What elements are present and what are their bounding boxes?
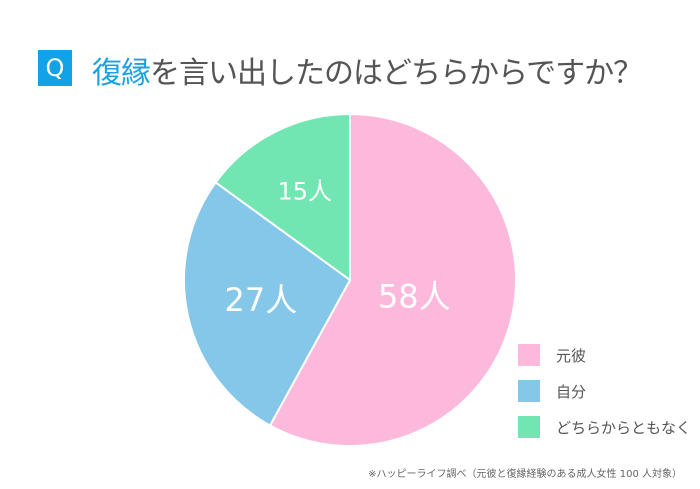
legend-item: 自分 <box>518 380 586 402</box>
legend-label: 自分 <box>556 382 587 401</box>
data-label: 15人 <box>278 177 333 205</box>
pie-slice <box>183 181 352 427</box>
data-label: 58人 <box>378 278 451 316</box>
pie-slice <box>214 112 351 282</box>
title-highlight: 復縁 <box>92 56 151 91</box>
footnote: ※ハッピーライフ調べ（元彼と復縁経験のある成人女性 100 人対象） <box>368 469 682 480</box>
legend-swatch <box>518 380 540 402</box>
legend-swatch <box>518 416 540 438</box>
title-rest: を言い出したのはどちらからですか？ <box>150 56 643 91</box>
legend-label: 元彼 <box>556 346 587 365</box>
chart-title: 復縁を言い出したのはどちらからですか？ <box>92 48 643 92</box>
legend-swatch <box>518 344 540 366</box>
question-badge: Q <box>38 50 72 86</box>
legend-item: どちらからともなく <box>518 416 691 438</box>
legend-label: どちらからともなく <box>556 418 692 437</box>
pie-slice <box>268 112 517 447</box>
data-label: 27人 <box>225 281 298 319</box>
legend-item: 元彼 <box>518 344 586 366</box>
